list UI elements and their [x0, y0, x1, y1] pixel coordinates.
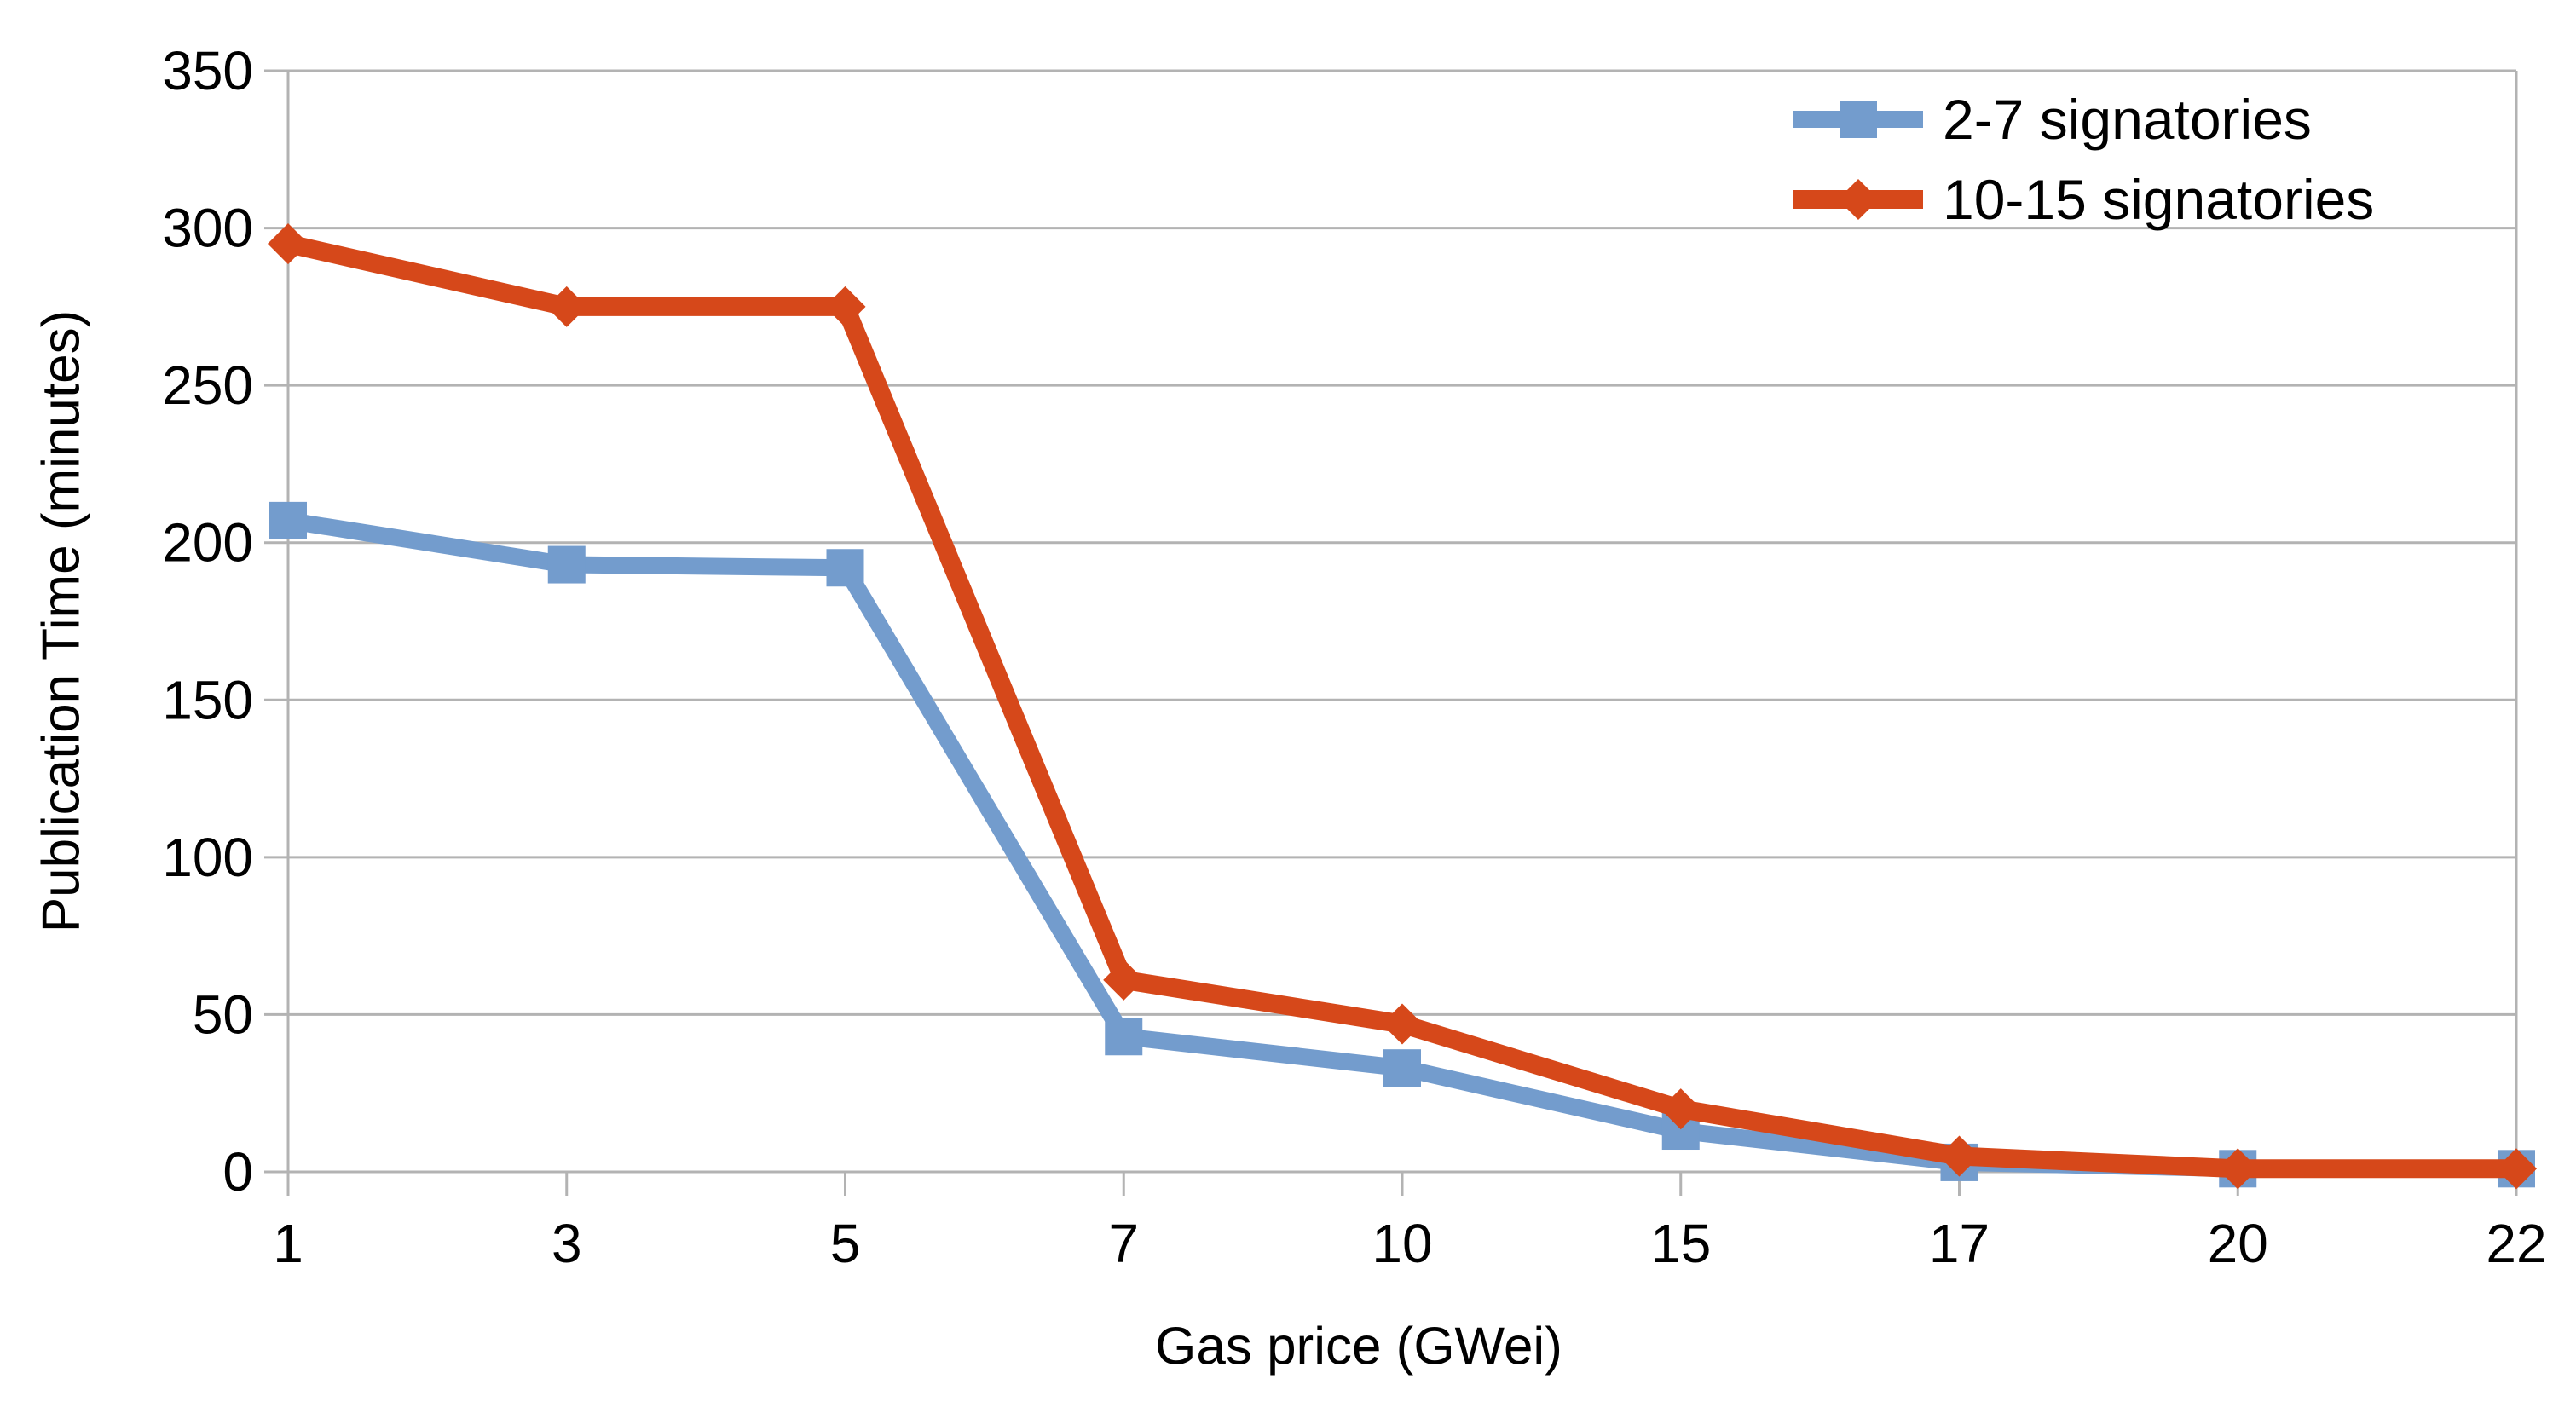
data-point-marker — [824, 286, 866, 327]
x-tick-label: 17 — [1929, 1213, 1990, 1274]
y-axis-title: Publication Time (minutes) — [32, 310, 91, 933]
legend-item: 2-7 signatories — [1793, 88, 2312, 151]
x-tick-label: 3 — [552, 1213, 582, 1274]
x-tick-label: 22 — [2486, 1213, 2546, 1274]
series-10-15-signatories — [267, 222, 2538, 1190]
x-tick-label: 5 — [830, 1213, 861, 1274]
y-tick-label: 350 — [162, 40, 253, 101]
y-tick-label: 300 — [162, 198, 253, 259]
data-point-marker — [1383, 1049, 1421, 1087]
legend: 2-7 signatories 10-15 signatories — [1793, 88, 2374, 231]
data-point-marker — [1381, 1003, 1424, 1045]
data-point-marker — [547, 545, 586, 584]
y-tick-label: 0 — [222, 1141, 253, 1203]
legend-label: 2-7 signatories — [1943, 88, 2312, 151]
legend-item: 10-15 signatories — [1793, 168, 2374, 231]
x-tick-label: 1 — [273, 1213, 303, 1274]
data-point-marker — [826, 549, 864, 587]
data-point-marker — [1105, 1018, 1143, 1056]
data-point-marker — [546, 286, 587, 327]
data-point-marker — [2495, 1148, 2538, 1190]
legend-square-icon — [1840, 101, 1877, 138]
x-tick-label: 7 — [1108, 1213, 1139, 1274]
x-axis-title: Gas price (GWei) — [1155, 1318, 1562, 1376]
y-tick-label: 100 — [162, 827, 253, 888]
y-tick-label: 50 — [193, 983, 253, 1045]
y-tick-label: 200 — [162, 512, 253, 574]
x-tick-label: 15 — [1650, 1213, 1711, 1274]
data-point-marker — [2217, 1148, 2259, 1190]
data-point-marker — [1938, 1135, 1980, 1177]
data-point-marker — [269, 501, 307, 539]
y-tick-label: 250 — [162, 355, 253, 416]
data-point-marker — [267, 222, 309, 265]
y-tick-label: 150 — [162, 669, 253, 730]
legend-label: 10-15 signatories — [1943, 168, 2374, 231]
x-tick-label: 20 — [2208, 1213, 2268, 1274]
legend-diamond-icon — [1837, 178, 1880, 221]
series-2-7-signatories — [269, 501, 2535, 1188]
x-tick-label: 10 — [1372, 1213, 1432, 1274]
